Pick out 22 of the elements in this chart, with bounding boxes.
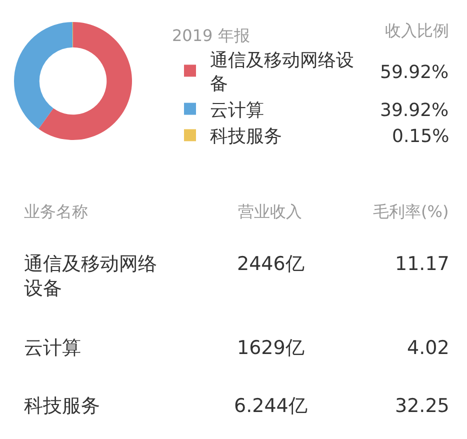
legend-label: 科技服务 bbox=[210, 126, 282, 148]
text: 毛利率(%) bbox=[373, 202, 449, 221]
text: 11.17 bbox=[395, 253, 450, 275]
data-label: 59.92% bbox=[380, 62, 449, 83]
text: 业务名称 bbox=[24, 202, 88, 221]
text: 通信及移动网络设备 bbox=[24, 253, 157, 300]
text: 营业收入 bbox=[238, 202, 302, 221]
legend-label: 通信及移动网络设备 bbox=[210, 50, 354, 94]
legend-label: 云计算 bbox=[210, 100, 264, 121]
donut-slice bbox=[38, 22, 132, 140]
text: 4.02 bbox=[407, 337, 450, 359]
text: 2446亿 bbox=[237, 253, 304, 275]
text: 6.244亿 bbox=[234, 395, 308, 417]
text: 收入比例 bbox=[385, 21, 449, 40]
donut-slice bbox=[14, 22, 73, 129]
text: 32.25 bbox=[395, 395, 450, 417]
data-label: 0.15% bbox=[392, 126, 450, 147]
data-label: 39.92% bbox=[380, 100, 449, 121]
text: 科技服务 bbox=[24, 395, 100, 417]
text: 云计算 bbox=[24, 337, 81, 359]
text: 1629亿 bbox=[237, 337, 304, 359]
legend-title: 2019 年报 bbox=[172, 26, 250, 45]
